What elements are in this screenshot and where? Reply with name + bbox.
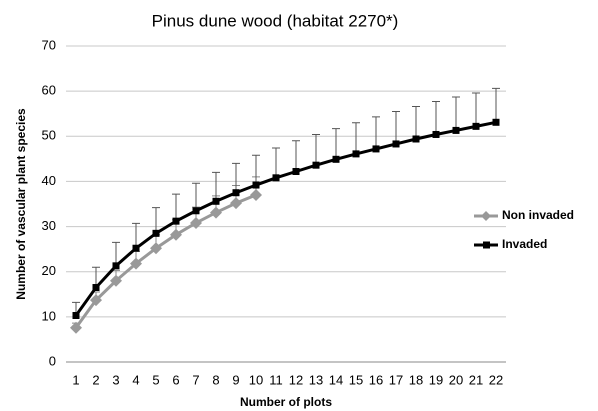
marker <box>212 197 220 205</box>
series-line <box>74 120 497 317</box>
marker <box>312 161 320 169</box>
marker <box>492 118 500 126</box>
marker <box>292 167 300 175</box>
error-bar <box>212 171 220 202</box>
y-tick-label: 60 <box>42 83 56 98</box>
marker <box>150 242 162 255</box>
y-tick-label: 10 <box>42 308 56 323</box>
x-tick-label: 14 <box>329 372 343 387</box>
error-bar <box>232 162 240 193</box>
marker <box>110 274 122 287</box>
marker <box>210 206 222 219</box>
legend-marker <box>483 241 490 249</box>
x-tick-label: 1 <box>72 372 79 387</box>
marker <box>70 321 82 334</box>
error-bar <box>472 92 480 127</box>
legend-marker <box>481 211 491 221</box>
y-tick-label: 0 <box>49 353 56 368</box>
error-bar <box>392 110 400 144</box>
error-bar <box>312 133 320 166</box>
x-axis-label: Number of plots <box>240 395 332 409</box>
error-bar <box>452 96 460 131</box>
x-tick-label: 12 <box>289 372 303 387</box>
error-bar <box>192 182 200 211</box>
marker <box>92 284 100 292</box>
series-line <box>74 193 257 329</box>
marker <box>230 197 242 210</box>
y-axis-label: Number of vascular plant species <box>14 108 28 300</box>
y-tick-label: 70 <box>42 37 56 52</box>
marker <box>170 228 182 241</box>
error-bar <box>252 154 260 186</box>
marker <box>332 155 340 163</box>
error-bar <box>112 241 120 266</box>
x-tick-label: 10 <box>249 372 263 387</box>
marker <box>232 189 240 197</box>
error-bar <box>412 105 420 139</box>
x-tick-label: 17 <box>389 372 403 387</box>
error-bar <box>352 122 360 154</box>
x-tick-label: 4 <box>132 372 139 387</box>
marker <box>432 130 440 138</box>
y-tick-label: 30 <box>42 218 56 233</box>
legend-label: Invaded <box>502 237 547 251</box>
marker <box>192 207 200 215</box>
x-tick-label: 2 <box>92 372 99 387</box>
marker <box>132 244 140 252</box>
error-bar <box>132 222 140 249</box>
marker <box>272 174 280 182</box>
marker <box>452 126 460 134</box>
legend-label: Non invaded <box>502 208 574 222</box>
x-tick-label: 11 <box>269 372 283 387</box>
error-bar <box>152 207 160 234</box>
y-tick-label: 50 <box>42 128 56 143</box>
x-tick-label: 20 <box>449 372 463 387</box>
x-tick-label: 8 <box>212 372 219 387</box>
x-tick-label: 21 <box>469 372 483 387</box>
x-tick-label: 13 <box>309 372 323 387</box>
marker <box>352 150 360 158</box>
error-bar <box>292 140 300 172</box>
marker <box>152 229 160 237</box>
x-tick-label: 22 <box>489 372 503 387</box>
marker <box>190 216 202 229</box>
marker <box>412 135 420 143</box>
marker <box>252 181 260 189</box>
marker <box>112 262 120 270</box>
x-tick-label: 15 <box>349 372 363 387</box>
marker <box>90 294 102 307</box>
marker <box>72 312 80 320</box>
error-bar <box>272 147 280 178</box>
y-tick-label: 20 <box>42 263 56 278</box>
error-bar <box>432 101 440 135</box>
marker <box>130 257 142 270</box>
marker <box>472 122 480 130</box>
chart-title: Pinus dune wood (habitat 2270*) <box>152 11 399 30</box>
x-tick-label: 16 <box>369 372 383 387</box>
marker <box>392 140 400 148</box>
error-bar <box>332 128 340 160</box>
marker <box>172 217 180 225</box>
x-tick-label: 9 <box>232 372 239 387</box>
x-tick-label: 19 <box>429 372 443 387</box>
marker <box>250 188 262 201</box>
y-tick-label: 40 <box>42 173 56 188</box>
x-tick-label: 5 <box>152 372 159 387</box>
error-bar <box>172 193 180 222</box>
x-tick-label: 7 <box>192 372 199 387</box>
x-tick-label: 6 <box>172 372 179 387</box>
error-bar <box>492 87 500 123</box>
x-tick-label: 3 <box>112 372 119 387</box>
marker <box>372 145 380 153</box>
error-bar <box>372 116 380 149</box>
x-tick-label: 18 <box>409 372 423 387</box>
